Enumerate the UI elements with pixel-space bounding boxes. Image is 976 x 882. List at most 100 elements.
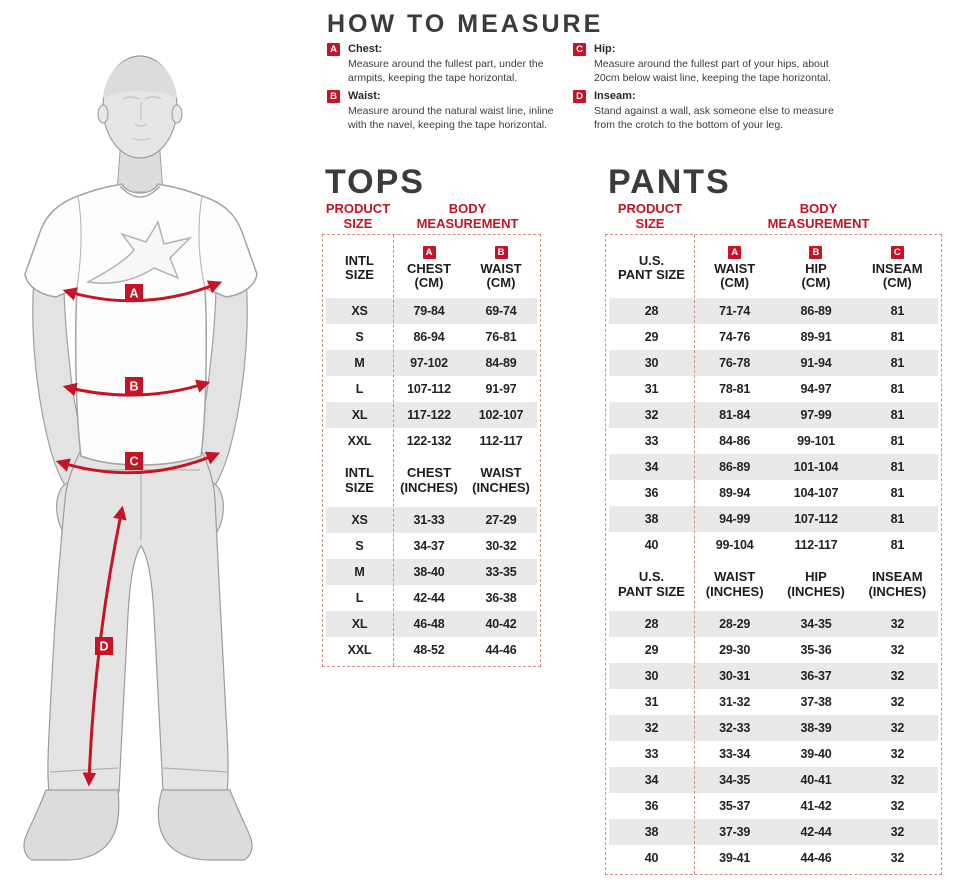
- size-cell: L: [355, 382, 364, 396]
- inseam-cell: 81: [890, 382, 905, 396]
- pants-inches-row: 29 29-30 35-36 32: [609, 637, 938, 663]
- size-cell: XXL: [347, 643, 372, 657]
- instruction-inseam-text: Stand against a wall, ask someone else t…: [594, 105, 834, 131]
- tops-title: TOPS: [325, 163, 425, 201]
- pants-cm-inseam-label: INSEAM (CM): [872, 260, 923, 290]
- size-cell: 38: [644, 512, 659, 526]
- marker-b-badge: [125, 377, 143, 395]
- tops-table: INTL SIZE A CHEST (CM) B WAIST (CM) XS 7…: [322, 234, 541, 667]
- instruction-chest-text: Measure around the fullest part, under t…: [348, 58, 544, 84]
- instruction-inseam: D Inseam:: [573, 89, 841, 103]
- chest-cell: 117-122: [407, 408, 451, 422]
- waist-cell: 84-89: [485, 356, 517, 370]
- size-cell: S: [355, 330, 364, 344]
- tops-inches-chest-header: CHEST (INCHES): [400, 465, 458, 495]
- pants-inches-row: 28 28-29 34-35 32: [609, 611, 938, 637]
- instruction-waist: B Waist:: [327, 89, 565, 103]
- figure-collar: [119, 185, 161, 198]
- tops-cm-header-row: INTL SIZE A CHEST (CM) B WAIST (CM): [326, 238, 537, 298]
- pants-inches-inseam-header: INSEAM (INCHES): [868, 569, 927, 599]
- size-cell: 34: [644, 460, 659, 474]
- tops-cm-row: M 97-102 84-89: [326, 350, 537, 376]
- size-cell: 30: [644, 356, 659, 370]
- pants-section: PANTS PRODUCT SIZE BODY MEASUREMENT U.S.…: [605, 164, 942, 875]
- hip-cell: 34-35: [800, 617, 832, 631]
- tops-cm-row: XXL 122-132 112-117: [326, 428, 537, 454]
- instruction-waist-text: Measure around the natural waist line, i…: [348, 105, 554, 131]
- hip-cell: 41-42: [800, 799, 832, 813]
- size-cell: XL: [351, 408, 368, 422]
- marker-d-badge: [95, 637, 113, 655]
- figure-pants: [47, 451, 229, 793]
- waist-cell: 33-35: [485, 565, 517, 579]
- waist-cell: 89-94: [719, 486, 751, 500]
- pants-cm-row: 36 89-94 104-107 81: [609, 480, 938, 506]
- pants-cm-inseam-header: C INSEAM (CM): [857, 245, 938, 291]
- tops-inches-size-header: INTL SIZE: [345, 465, 374, 495]
- tops-inches-row: XS 31-33 27-29: [326, 507, 537, 533]
- chest-cell: 97-102: [410, 356, 448, 370]
- inseam-cell: 81: [890, 304, 905, 318]
- inseam-cell: 81: [890, 460, 905, 474]
- waist-cell: 44-46: [485, 643, 517, 657]
- size-cell: M: [354, 356, 365, 370]
- pants-inches-row: 36 35-37 41-42 32: [609, 793, 938, 819]
- size-cell: 36: [644, 799, 659, 813]
- waist-badge-icon: B: [327, 90, 340, 103]
- pants-title: PANTS: [608, 163, 731, 201]
- waist-cell: 86-89: [719, 460, 751, 474]
- pants-cm-row: 28 71-74 86-89 81: [609, 298, 938, 324]
- size-cell: 30: [644, 669, 659, 683]
- size-cell: 31: [644, 695, 659, 709]
- tops-cm-size-header: INTL SIZE: [345, 252, 374, 282]
- hip-cell: 104-107: [793, 486, 839, 500]
- pants-inches-row: 31 31-32 37-38 32: [609, 689, 938, 715]
- size-cell: XL: [351, 617, 368, 631]
- tops-product-size-header: PRODUCT SIZE: [325, 201, 391, 231]
- pants-cm-header-row: U.S. PANT SIZE A WAIST (CM) B HIP (CM) C…: [609, 238, 938, 298]
- chest-cell: 107-112: [407, 382, 451, 396]
- size-cell: 29: [644, 330, 659, 344]
- pants-cm-row: 40 99-104 112-117 81: [609, 532, 938, 558]
- how-to-measure-column-1: A Chest: Measure around the fullest part…: [327, 42, 565, 136]
- pants-cm-row: 33 84-86 99-101 81: [609, 428, 938, 454]
- instruction-hip-label: Hip:: [594, 43, 616, 55]
- inseam-cell: 81: [890, 356, 905, 370]
- hip-cell: 37-38: [800, 695, 832, 709]
- badge-c-icon: C: [890, 245, 904, 259]
- size-cell: 31: [644, 382, 659, 396]
- chest-badge-icon: A: [327, 43, 340, 56]
- chest-cell: 38-40: [413, 565, 445, 579]
- figure-boots: [23, 789, 253, 861]
- pants-column-group-headers: PRODUCT SIZE BODY MEASUREMENT: [605, 201, 942, 232]
- pants-inches-row: 30 30-31 36-37 32: [609, 663, 938, 689]
- how-to-measure-column-2: C Hip: Measure around the fullest part o…: [573, 42, 841, 136]
- instruction-waist-label: Waist:: [348, 90, 381, 102]
- size-cell: 33: [644, 434, 659, 448]
- waist-cell: 36-38: [485, 591, 517, 605]
- waist-cell: 30-32: [485, 539, 517, 553]
- size-cell: M: [354, 565, 365, 579]
- size-cell: XXL: [347, 434, 372, 448]
- chest-cell: 31-33: [413, 513, 445, 527]
- hip-arrow: [55, 451, 221, 475]
- inseam-cell: 81: [890, 538, 905, 552]
- pants-table-divider: [694, 235, 695, 874]
- hip-cell: 112-117: [794, 538, 838, 552]
- marker-d-label: D: [99, 640, 108, 654]
- marker-c-label: C: [129, 455, 138, 469]
- inseam-cell: 81: [890, 408, 905, 422]
- waist-cell: 33-34: [719, 747, 751, 761]
- badge-b-icon: B: [809, 245, 823, 259]
- inseam-cell: 32: [890, 773, 905, 787]
- pants-inches-row: 32 32-33 38-39 32: [609, 715, 938, 741]
- pants-inches-row: 40 39-41 44-46 32: [609, 845, 938, 871]
- waist-cell: 32-33: [719, 721, 751, 735]
- inseam-cell: 32: [890, 617, 905, 631]
- hip-cell: 94-97: [800, 382, 832, 396]
- waist-cell: 40-42: [485, 617, 517, 631]
- hip-cell: 35-36: [800, 643, 832, 657]
- hip-cell: 36-37: [800, 669, 832, 683]
- inseam-badge-icon: D: [573, 90, 586, 103]
- inseam-cell: 32: [890, 695, 905, 709]
